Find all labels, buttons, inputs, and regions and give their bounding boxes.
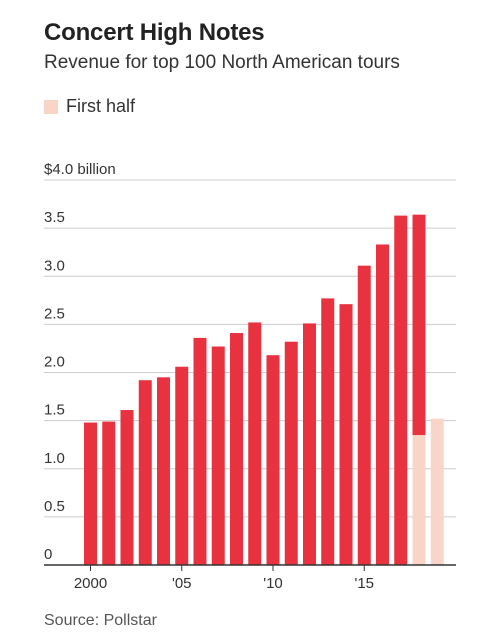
bar-2011 <box>284 341 298 565</box>
y-tick-label-5: 2.5 <box>44 305 65 322</box>
chart-subtitle: Revenue for top 100 North American tours <box>44 52 400 73</box>
bar-2003 <box>138 380 152 565</box>
x-tick-label-2: '10 <box>263 575 283 592</box>
y-tick-label-1: 0.5 <box>44 498 65 515</box>
y-tick-label-6: 3.0 <box>44 257 65 274</box>
bar-2002 <box>120 410 134 565</box>
source-note: Source: Pollstar <box>44 612 157 629</box>
legend-swatch-first-half <box>44 99 58 114</box>
bar-2014 <box>339 304 353 565</box>
legend: First half <box>44 96 135 117</box>
bar-2005 <box>175 366 189 565</box>
bar-2013 <box>321 298 335 565</box>
bar-2001 <box>102 421 116 565</box>
x-tick-label-0: 2000 <box>74 575 107 592</box>
bar-2015 <box>357 265 371 565</box>
x-tick-label-1: '05 <box>172 575 192 592</box>
y-tick-label-7: 3.5 <box>44 209 65 226</box>
y-tick-label-4: 2.0 <box>44 354 65 371</box>
bar-2008 <box>230 333 243 565</box>
bar-2017 <box>394 215 408 566</box>
y-tick-label-0: 0 <box>44 546 52 563</box>
x-tick-label-3: '15 <box>354 575 374 592</box>
bar-2004 <box>157 377 170 565</box>
bar-first-half-2018 <box>412 435 426 565</box>
bar-2016 <box>376 244 389 566</box>
y-tick-label-2: 1.0 <box>44 450 65 467</box>
bar-2009 <box>248 322 262 565</box>
bar-2000 <box>84 422 97 565</box>
bar-2012 <box>303 323 316 565</box>
y-tick-label-3: 1.5 <box>44 402 65 419</box>
bar-2010 <box>266 355 280 565</box>
bar-2006 <box>193 337 207 565</box>
bar-2007 <box>211 346 225 565</box>
chart-title: Concert High Notes <box>44 19 265 46</box>
bar-first-half-2019 <box>430 418 444 565</box>
y-tick-label-8: $4.0 billion <box>44 161 116 178</box>
legend-label-first-half: First half <box>66 96 136 116</box>
